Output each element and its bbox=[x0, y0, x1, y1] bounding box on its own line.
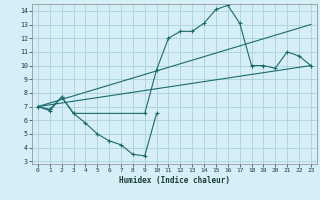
X-axis label: Humidex (Indice chaleur): Humidex (Indice chaleur) bbox=[119, 176, 230, 185]
